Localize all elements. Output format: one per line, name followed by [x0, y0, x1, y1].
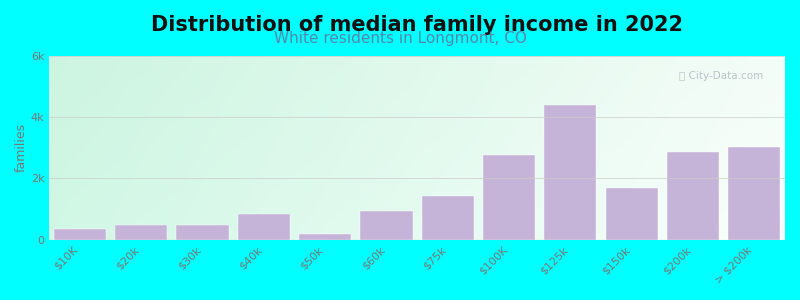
Bar: [361, 211, 413, 240]
Text: ⓘ City-Data.com: ⓘ City-Data.com: [678, 71, 763, 81]
Bar: [606, 188, 658, 240]
Text: White residents in Longmont, CO: White residents in Longmont, CO: [274, 32, 526, 46]
Bar: [422, 196, 474, 240]
Bar: [238, 214, 290, 240]
Bar: [299, 234, 351, 240]
Bar: [115, 225, 167, 240]
Bar: [544, 105, 597, 240]
Bar: [667, 152, 719, 240]
Bar: [177, 225, 229, 240]
Bar: [54, 229, 106, 240]
Bar: [483, 155, 535, 240]
Bar: [728, 147, 781, 240]
Y-axis label: families: families: [15, 123, 28, 172]
Title: Distribution of median family income in 2022: Distribution of median family income in …: [151, 15, 683, 35]
